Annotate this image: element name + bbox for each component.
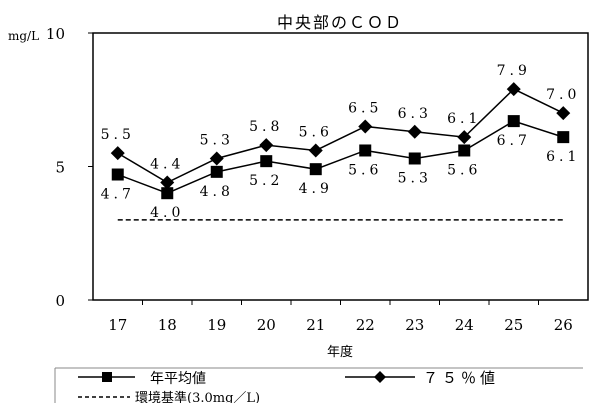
- x-tick-label: 26: [554, 316, 573, 334]
- x-tick-label: 18: [158, 316, 177, 334]
- x-tick-label: 22: [356, 316, 375, 334]
- y-axis-ticks: 0 5 10: [46, 25, 93, 310]
- data-label: 6.1: [546, 149, 580, 165]
- data-point-square: [557, 131, 570, 144]
- y-tick-label: 5: [55, 159, 65, 177]
- data-label: 4.9: [299, 181, 333, 197]
- data-point-square: [359, 144, 372, 157]
- data-point-square: [408, 152, 421, 165]
- data-point-square: [458, 144, 471, 157]
- data-point-square: [111, 168, 124, 181]
- x-tick-label: 24: [455, 316, 474, 334]
- x-tick-label: 21: [306, 316, 325, 334]
- data-label: 5.6: [348, 162, 382, 178]
- data-label: 5.3: [398, 170, 432, 186]
- chart-title: 中央部のＣＯＤ: [277, 13, 403, 32]
- data-point-diamond: [506, 82, 521, 97]
- x-tick-label: 20: [257, 316, 276, 334]
- series-layer: [110, 82, 571, 200]
- x-tick-label: 25: [504, 316, 523, 334]
- data-point-square: [309, 163, 322, 176]
- data-label: 6.5: [348, 100, 382, 116]
- x-axis-ticks: 17 18 19 20 21 22 23 24 25 26: [108, 300, 573, 334]
- legend-marker-diamond: [374, 371, 386, 383]
- data-point-diamond: [556, 106, 571, 121]
- legend-label-standard: 環境基準(3.0mg／L): [135, 390, 260, 403]
- data-labels-layer: 4.7 4.0 4.8 5.2 4.9 5.6 5.3 5.6 6.7 6.1 5.5 4.4 5.3 5…: [101, 63, 580, 221]
- data-label: 6.1: [447, 111, 481, 127]
- data-point-square: [161, 187, 174, 200]
- data-point-diamond: [407, 124, 422, 139]
- legend-entry-annual-average: 年平均値: [78, 371, 206, 387]
- data-label: 5.2: [249, 173, 283, 189]
- data-label: 4.7: [101, 187, 135, 203]
- x-tick-label: 17: [108, 316, 127, 334]
- data-point-diamond: [358, 119, 373, 134]
- data-label: 5.5: [101, 127, 135, 143]
- legend-entry-standard: 環境基準(3.0mg／L): [78, 390, 260, 403]
- y-tick-label: 10: [46, 25, 65, 43]
- data-point-diamond: [209, 151, 224, 166]
- data-point-diamond: [457, 130, 472, 145]
- data-point-square: [507, 115, 520, 128]
- data-point-diamond: [259, 138, 274, 153]
- y-axis-unit-label: mg/L: [8, 29, 39, 43]
- data-point-diamond: [308, 143, 323, 158]
- series-line-1: [117, 88, 564, 184]
- series-line-0: [117, 120, 564, 195]
- legend-label-75-percentile: ７５％値: [423, 369, 499, 387]
- legend-label-annual-average: 年平均値: [150, 371, 206, 387]
- data-label: 6.7: [497, 133, 531, 149]
- data-label: 5.3: [200, 132, 234, 148]
- legend: 年平均値 ７５％値 環境基準(3.0mg／L): [54, 367, 583, 403]
- data-label: 7.9: [497, 63, 531, 79]
- x-tick-label: 23: [405, 316, 424, 334]
- data-point-diamond: [110, 146, 125, 161]
- x-axis-label: 年度: [327, 344, 353, 360]
- data-label: 5.6: [447, 162, 481, 178]
- data-label: 4.8: [200, 184, 234, 200]
- data-label: 7.0: [546, 87, 580, 103]
- x-tick-label: 19: [207, 316, 226, 334]
- data-label: 6.3: [398, 106, 432, 122]
- data-point-diamond: [160, 175, 175, 190]
- data-label: 4.4: [150, 157, 184, 173]
- data-label: 4.0: [150, 205, 184, 221]
- legend-entry-75-percentile: ７５％値: [345, 369, 499, 387]
- data-point-square: [260, 155, 273, 168]
- data-label: 5.8: [249, 119, 283, 135]
- data-label: 5.6: [299, 124, 333, 140]
- data-point-square: [210, 165, 223, 178]
- y-tick-label: 0: [55, 292, 65, 310]
- legend-marker-square: [102, 372, 112, 382]
